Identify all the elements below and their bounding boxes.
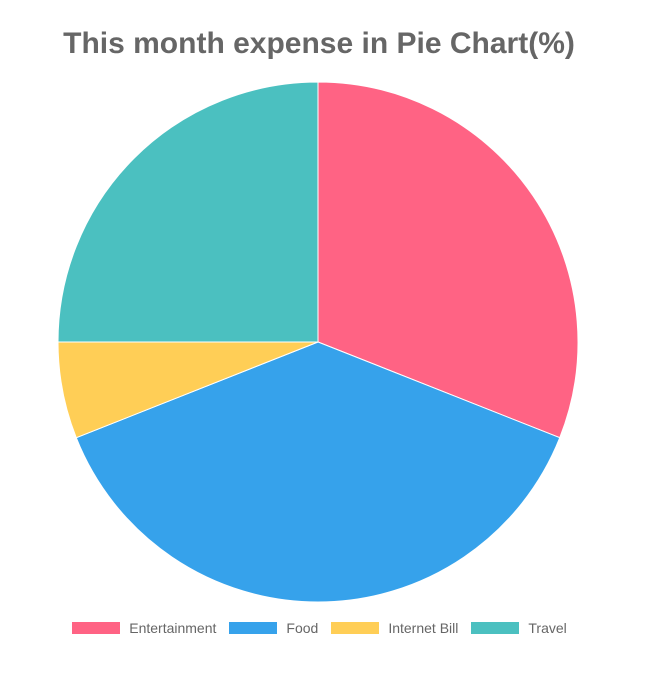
legend-item-entertainment[interactable]: Entertainment [71, 620, 216, 636]
legend-swatch-food [228, 621, 279, 635]
legend-label-internet-bill: Internet Bill [388, 620, 459, 636]
legend-swatch-internet-bill [330, 621, 381, 635]
legend-swatch-travel [470, 621, 521, 635]
legend-label-travel: Travel [528, 620, 567, 636]
legend-label-entertainment: Entertainment [129, 620, 217, 636]
legend-label-food: Food [286, 620, 319, 636]
legend-item-travel[interactable]: Travel [470, 620, 567, 636]
legend-swatch-entertainment [71, 621, 122, 635]
pie-slice-food[interactable] [75, 341, 561, 603]
legend-item-internet-bill[interactable]: Internet Bill [330, 620, 458, 636]
legend-item-food[interactable]: Food [228, 620, 318, 636]
pie-slice-travel[interactable] [57, 81, 319, 343]
pie-slice-entertainment[interactable] [317, 81, 579, 439]
chart-title: This month expense in Pie Chart(%) [63, 27, 575, 60]
legend: Entertainment Food Internet Bill Travel [0, 616, 638, 640]
